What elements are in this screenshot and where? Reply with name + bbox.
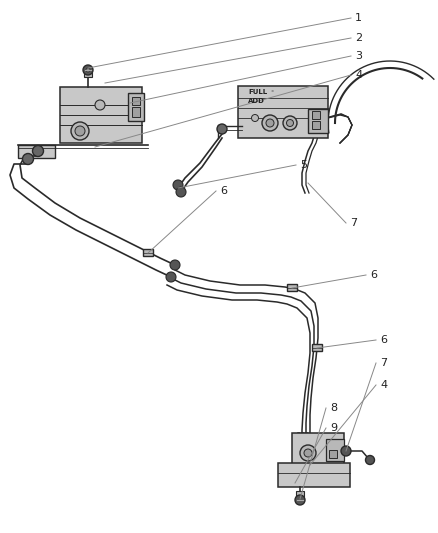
Circle shape <box>300 445 316 461</box>
Circle shape <box>266 119 274 127</box>
Circle shape <box>173 180 183 190</box>
Circle shape <box>262 115 278 131</box>
Text: 1: 1 <box>355 13 362 23</box>
Bar <box>132 97 140 105</box>
Bar <box>278 463 350 487</box>
Circle shape <box>304 449 312 457</box>
Text: 9: 9 <box>330 423 337 433</box>
Polygon shape <box>18 145 55 158</box>
Text: 8: 8 <box>330 403 337 413</box>
Circle shape <box>217 124 227 134</box>
Bar <box>312 121 320 129</box>
Circle shape <box>75 126 85 136</box>
Text: °: ° <box>270 90 273 95</box>
Circle shape <box>341 446 351 456</box>
Circle shape <box>295 495 305 505</box>
Circle shape <box>22 154 33 165</box>
Bar <box>287 284 297 291</box>
Bar <box>326 439 344 461</box>
Circle shape <box>365 456 374 464</box>
Bar <box>312 344 322 351</box>
Circle shape <box>283 116 297 130</box>
Circle shape <box>176 187 186 197</box>
Text: 2: 2 <box>355 33 362 43</box>
Bar <box>329 450 337 458</box>
Text: 4: 4 <box>355 70 362 80</box>
Text: FULL: FULL <box>248 89 267 95</box>
Bar <box>143 249 153 256</box>
Bar <box>132 107 140 117</box>
Text: 6: 6 <box>220 186 227 196</box>
Bar <box>84 72 92 77</box>
Circle shape <box>32 146 43 157</box>
Text: 4: 4 <box>380 380 387 390</box>
Circle shape <box>86 68 90 72</box>
Bar <box>312 111 320 119</box>
Bar <box>238 86 328 138</box>
Circle shape <box>71 122 89 140</box>
Bar <box>296 491 304 497</box>
Circle shape <box>166 272 176 282</box>
Bar <box>128 93 144 121</box>
Circle shape <box>286 119 293 126</box>
Text: 6: 6 <box>380 335 387 345</box>
Circle shape <box>95 100 105 110</box>
Text: 7: 7 <box>350 218 357 228</box>
Bar <box>60 87 142 143</box>
Text: ADD: ADD <box>248 98 265 104</box>
Circle shape <box>251 115 258 122</box>
Text: 3: 3 <box>355 51 362 61</box>
Text: 5: 5 <box>300 160 307 170</box>
Bar <box>292 433 344 465</box>
Circle shape <box>83 65 93 75</box>
Circle shape <box>170 260 180 270</box>
Text: 6: 6 <box>370 270 377 280</box>
Bar <box>308 109 328 133</box>
Text: 7: 7 <box>380 358 387 368</box>
